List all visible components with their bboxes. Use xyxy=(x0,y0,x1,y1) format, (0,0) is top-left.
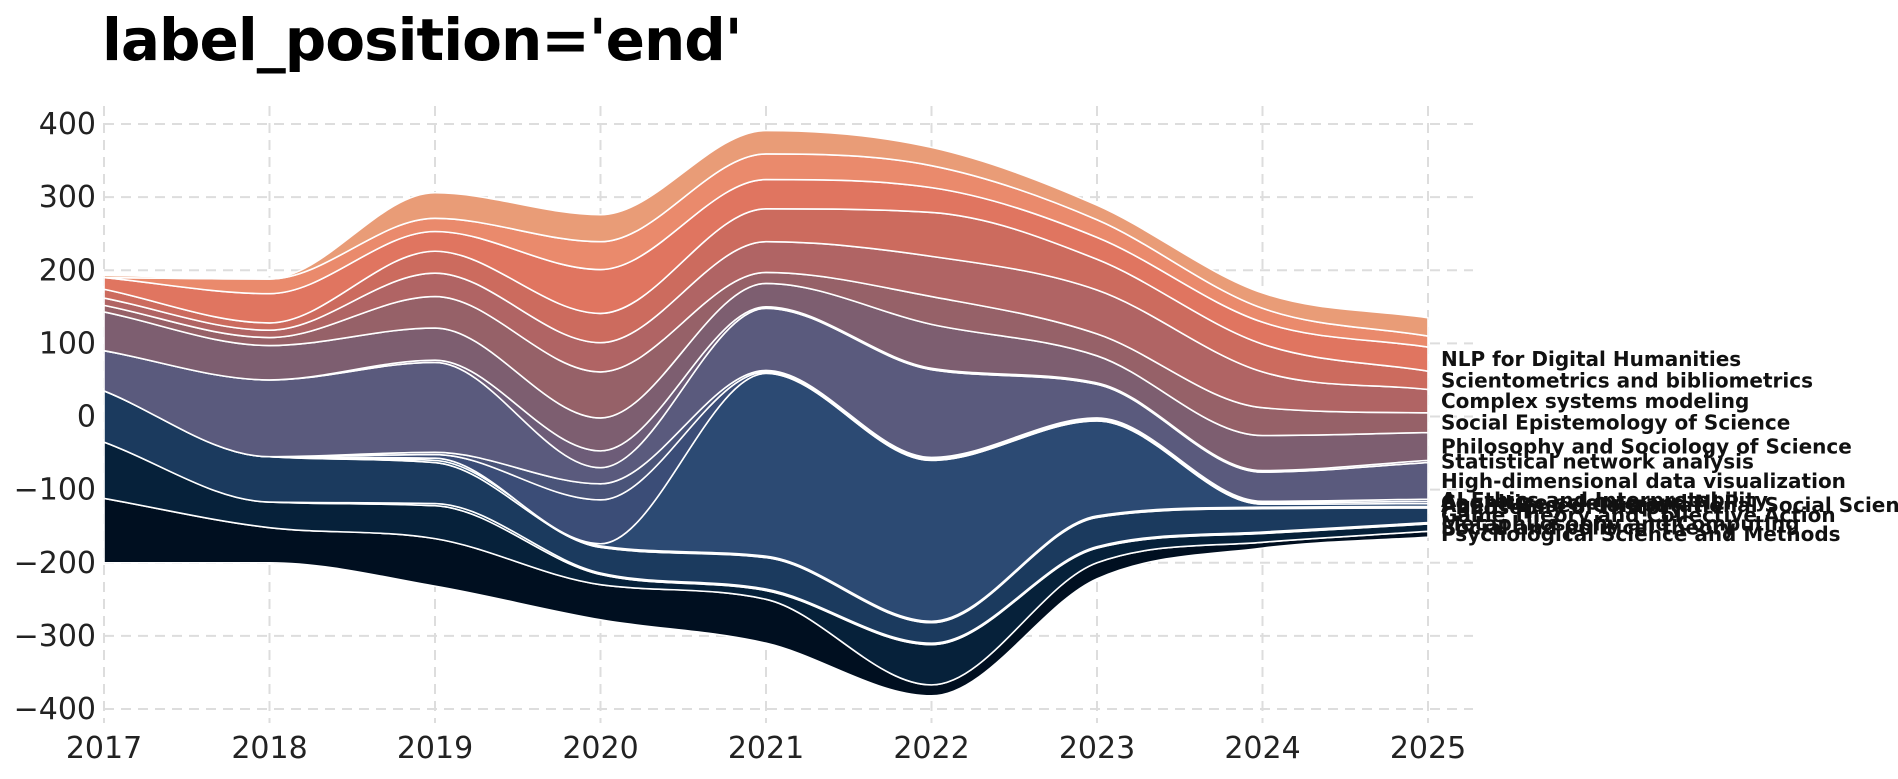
x-tick-label: 2017 xyxy=(66,731,142,766)
axis-tick-labels: −400 −300 −200 −100 0 100 200 300 400 2017 2018 201… xyxy=(14,107,1467,766)
y-tick-label: −300 xyxy=(14,619,96,654)
series-label-game-theory-and-collective-action: Game Theory and Collective Action xyxy=(1441,503,1836,527)
y-tick-label: −400 xyxy=(14,692,96,727)
series-label-cognitive-science-and-nlp: Cognitive science and NLP xyxy=(1441,490,1739,514)
series-label-philosophy-and-sociology-of-science: Philosophy and Sociology of Science xyxy=(1441,434,1852,458)
series-label-scientometrics-and-bibliometrics: Scientometrics and bibliometrics xyxy=(1441,368,1813,392)
x-tick-label: 2023 xyxy=(1059,731,1135,766)
x-tick-label: 2021 xyxy=(728,731,804,766)
y-tick-label: −200 xyxy=(14,546,96,581)
y-tick-label: 0 xyxy=(77,400,96,435)
series-label-ai-ethics-and-interpretability: AI Ethics and Interpretability xyxy=(1441,488,1768,512)
chart-title: label_position='end' xyxy=(102,6,743,74)
x-tick-label: 2019 xyxy=(397,731,473,766)
x-tick-label: 2022 xyxy=(893,731,969,766)
stream-area-unlabeled-16 xyxy=(103,129,1429,337)
series-label-nlp-for-digital-humanities: NLP for Digital Humanities xyxy=(1441,347,1741,371)
x-tick-label: 2018 xyxy=(231,731,307,766)
series-label-philosophy-of-history: Philosophy of History xyxy=(1441,495,1683,519)
x-tick-label: 2025 xyxy=(1390,731,1466,766)
x-tick-label: 2020 xyxy=(562,731,638,766)
series-label-complex-systems-modeling: Complex systems modeling xyxy=(1441,389,1749,413)
y-tick-label: 100 xyxy=(39,326,96,361)
y-tick-label: 200 xyxy=(39,253,96,288)
series-label-statistical-network-analysis: Statistical network analysis xyxy=(1441,449,1754,473)
series-label-psychological-science-and-methods: Psychological Science and Methods xyxy=(1441,522,1841,546)
series-label-metaphilosophy-and-computing: Metaphilosophy and Computing xyxy=(1441,511,1800,535)
stream-areas xyxy=(103,129,1429,697)
series-label-social-and-political-theory: Social and political theory xyxy=(1441,516,1736,540)
y-tick-label: 300 xyxy=(39,180,96,215)
series-label-high-dimensional-data-visualization: High-dimensional data visualization xyxy=(1441,469,1846,493)
series-labels: Psychological Science and MethodsSocial … xyxy=(1441,347,1898,546)
y-tick-label: −100 xyxy=(14,473,96,508)
y-tick-label: 400 xyxy=(39,107,96,142)
series-label-social-epistemology-of-science: Social Epistemology of Science xyxy=(1441,411,1790,435)
series-label-agent-based-computational-social-science: Agent-Based Computational Social Science xyxy=(1441,493,1898,517)
x-tick-label: 2024 xyxy=(1224,731,1300,766)
